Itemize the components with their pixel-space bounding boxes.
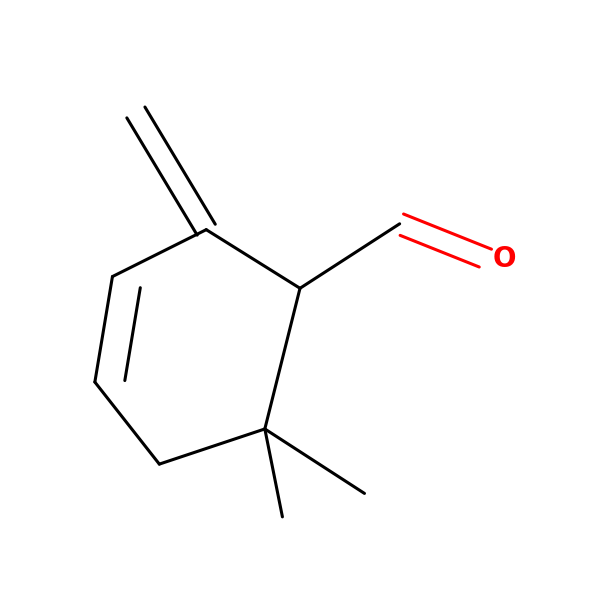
Text: O: O: [492, 245, 516, 273]
